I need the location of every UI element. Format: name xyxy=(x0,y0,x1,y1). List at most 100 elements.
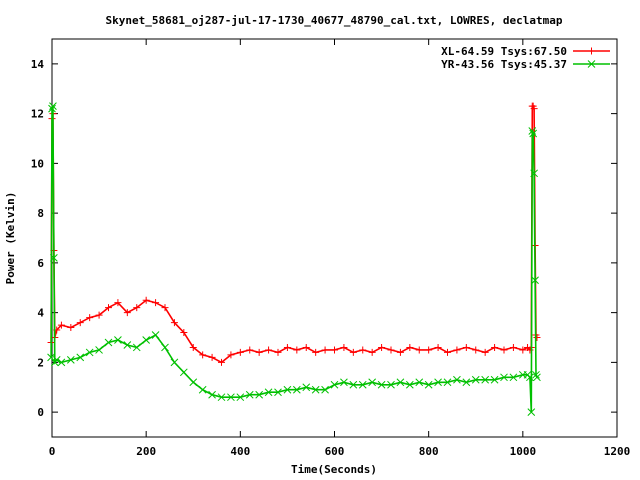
series-1-point xyxy=(387,346,395,354)
series-1 xyxy=(47,102,541,366)
series-2-point xyxy=(396,378,405,387)
series-2-point xyxy=(292,385,301,394)
series-2-point xyxy=(52,356,61,364)
series-2-point xyxy=(481,375,490,384)
series-1-point xyxy=(142,296,150,304)
y-tick-label: 6 xyxy=(37,257,44,270)
x-tick-label: 1000 xyxy=(510,445,537,458)
series-1-point xyxy=(76,319,84,327)
y-tick-label: 2 xyxy=(37,356,44,369)
series-1-line xyxy=(50,105,538,364)
x-tick-label: 800 xyxy=(419,445,439,458)
series-1-point xyxy=(453,346,461,354)
series-1-point xyxy=(293,346,301,354)
series-1-point xyxy=(199,351,207,359)
x-tick-label: 0 xyxy=(49,445,56,458)
series-1-point xyxy=(368,348,376,356)
axes-layer: 0 200 400 600 800 1000 1200 0 2 4 6 8 10 12 14 xyxy=(31,39,631,458)
series-2-point xyxy=(189,378,198,387)
series-1-point xyxy=(378,343,386,351)
y-tick-label: 12 xyxy=(31,108,44,121)
series-1-point xyxy=(255,348,263,356)
y-tick-label: 4 xyxy=(37,307,44,320)
series-2-point xyxy=(529,129,538,138)
series-1-point xyxy=(340,343,348,351)
series-2-point xyxy=(453,375,461,384)
series-1-point xyxy=(86,314,94,322)
series-1-point xyxy=(434,343,442,351)
series-2-point xyxy=(76,353,85,362)
series-1-point xyxy=(133,304,141,312)
series-2-point xyxy=(95,346,103,354)
series-2-point xyxy=(415,378,424,387)
series-1-point xyxy=(500,346,508,354)
series-1-point xyxy=(425,346,433,354)
chart-title: Skynet_58681_oj287-jul-17-1730_40677_487… xyxy=(106,14,563,27)
series-1-point xyxy=(283,343,291,351)
series-2-point xyxy=(377,380,386,389)
series-1-point xyxy=(227,351,235,359)
series-2-point xyxy=(471,375,480,384)
series-1-point xyxy=(218,358,225,366)
series-2-point xyxy=(533,373,541,382)
series-1-point xyxy=(444,348,451,356)
series-2-point xyxy=(528,127,537,135)
series-2-point xyxy=(114,336,122,344)
series-2-point xyxy=(509,373,518,382)
series-2 xyxy=(47,102,541,416)
series-1-point xyxy=(302,343,310,351)
series-2-point xyxy=(443,378,452,387)
series-2-point xyxy=(236,393,245,402)
series-1-point xyxy=(359,346,367,354)
series-2-point xyxy=(151,331,160,339)
series-2-point xyxy=(532,370,540,379)
series-1-point xyxy=(236,348,244,356)
series-1-point xyxy=(189,343,197,351)
series-2-point xyxy=(264,388,273,397)
series-2-point xyxy=(500,373,508,382)
series-1-point xyxy=(349,348,357,356)
y-axis-label: Power (Kelvin) xyxy=(4,192,17,285)
series-2-point xyxy=(50,254,58,262)
series-2-point xyxy=(48,104,56,113)
series-1-point xyxy=(396,348,404,356)
series-1-point xyxy=(312,348,320,356)
series-1-point xyxy=(95,311,103,319)
series-2-point xyxy=(49,102,57,111)
y-tick-label: 8 xyxy=(37,207,44,220)
legend-marker-2 xyxy=(587,60,596,68)
series-layer xyxy=(47,102,541,416)
legend-label-1: XL-64.59 Tsys:67.50 xyxy=(441,45,567,58)
x-tick-label: 1200 xyxy=(604,445,631,458)
series-2-point xyxy=(349,380,358,389)
series-2-point xyxy=(531,276,539,285)
series-2-point xyxy=(255,390,264,399)
series-1-point xyxy=(105,304,112,312)
series-1-point xyxy=(491,343,499,351)
series-1-point xyxy=(331,346,338,354)
series-1-point xyxy=(114,299,122,307)
series-2-point xyxy=(245,390,254,399)
series-2-point xyxy=(85,348,94,357)
series-2-point xyxy=(387,380,395,389)
series-1-point xyxy=(462,343,470,351)
series-2-line xyxy=(50,105,538,413)
series-1-point xyxy=(530,105,538,113)
series-2-point xyxy=(340,378,348,387)
series-1-point xyxy=(208,353,216,361)
series-2-point xyxy=(424,380,433,389)
series-1-point xyxy=(321,346,329,354)
series-2-point xyxy=(66,356,75,364)
y-tick-label: 14 xyxy=(31,58,45,71)
x-axis-label: Time(Seconds) xyxy=(291,463,377,476)
y-tick-label: 10 xyxy=(31,157,44,170)
series-1-point xyxy=(274,348,282,356)
series-1-point xyxy=(246,346,254,354)
series-2-point xyxy=(170,358,179,367)
series-1-point xyxy=(161,304,169,312)
series-2-point xyxy=(368,378,377,387)
x-tick-label: 400 xyxy=(230,445,250,458)
series-2-point xyxy=(358,380,367,389)
series-2-point xyxy=(161,343,169,352)
